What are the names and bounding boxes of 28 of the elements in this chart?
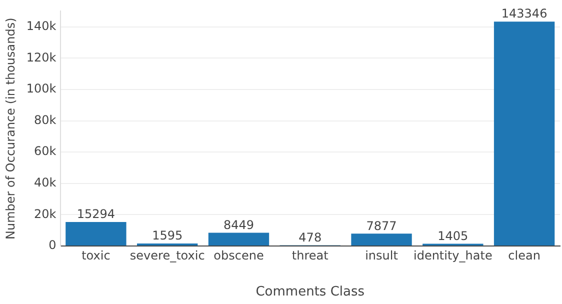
y-tick-label: 60k bbox=[34, 144, 56, 158]
y-tick-label: 20k bbox=[34, 206, 56, 221]
y-tick-label: 40k bbox=[34, 176, 56, 190]
data-label: 1405 bbox=[438, 228, 468, 243]
data-label: 15294 bbox=[76, 207, 116, 222]
y-tick-label: 0 bbox=[48, 238, 56, 252]
x-tick-label: threat bbox=[292, 248, 329, 262]
x-tick-label: obscene bbox=[214, 248, 264, 262]
bar bbox=[494, 22, 555, 246]
bar bbox=[66, 222, 126, 246]
y-tick-label: 120k bbox=[26, 50, 56, 64]
data-label: 1595 bbox=[152, 228, 183, 243]
y-tick-label: 140k bbox=[26, 18, 56, 33]
y-tick-label: 80k bbox=[34, 112, 56, 127]
x-tick-label: insult bbox=[365, 248, 398, 262]
y-axis-title: Number of Occurance (in thousands) bbox=[3, 18, 18, 240]
x-tick-label: clean bbox=[508, 248, 540, 262]
data-label: 143346 bbox=[501, 6, 548, 21]
data-label: 478 bbox=[298, 230, 322, 244]
x-tick-label: identity_hate bbox=[413, 248, 492, 262]
bar bbox=[351, 234, 412, 246]
data-label: 8449 bbox=[223, 218, 254, 232]
x-axis-title: Comments Class bbox=[256, 284, 365, 300]
y-tick-label: 100k bbox=[26, 82, 56, 96]
bar bbox=[208, 232, 270, 246]
data-label: 7877 bbox=[366, 218, 397, 233]
x-tick-label: severe_toxic bbox=[130, 248, 205, 262]
x-tick-label: toxic bbox=[82, 248, 110, 262]
